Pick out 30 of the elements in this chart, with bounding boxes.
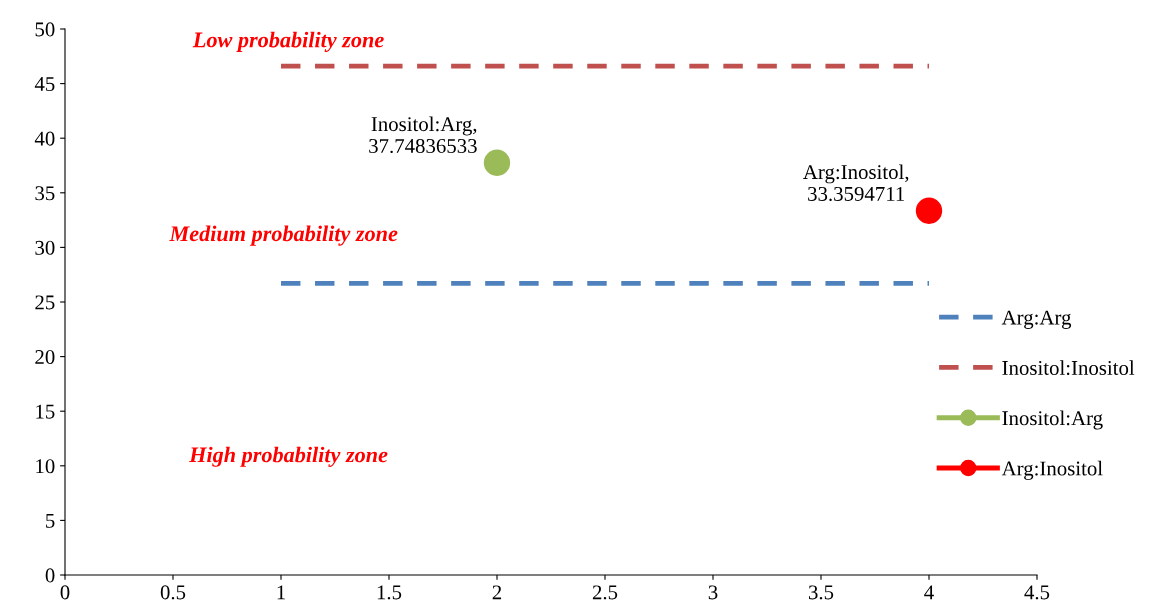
legend-label: Inositol:Inositol bbox=[1002, 360, 1135, 376]
annotation: Medium probability zone bbox=[169, 225, 398, 246]
x-tick-label: 4.5 bbox=[1024, 585, 1050, 600]
x-tick-label: 1.5 bbox=[377, 585, 402, 600]
legend-label: Arg:Inositol bbox=[1001, 460, 1103, 480]
y-tick-label: 10 bbox=[36, 459, 55, 474]
y-tick-label: 25 bbox=[35, 295, 55, 310]
annotation: Low probability zone bbox=[192, 31, 384, 52]
legend-label: Inositol:Arg bbox=[1002, 410, 1103, 430]
y-tick-label: 15 bbox=[36, 404, 55, 419]
y-tick-label: 45 bbox=[34, 77, 55, 92]
x-tick-label: 0 bbox=[60, 585, 70, 600]
x-tick-label: 0.5 bbox=[160, 585, 186, 600]
y-tick-label: 40 bbox=[34, 131, 55, 146]
x-tick-label: 4 bbox=[924, 585, 934, 600]
annotation: High probability zone bbox=[189, 446, 388, 467]
x-tick-label: 3.5 bbox=[808, 585, 834, 600]
legend-label: Arg:Arg bbox=[1001, 310, 1072, 329]
y-tick-label: 50 bbox=[35, 22, 55, 37]
y-tick-label: 5 bbox=[46, 513, 55, 528]
x-tick-label: 3 bbox=[708, 585, 718, 600]
data-label: Arg:Inositol, 33.3594711 bbox=[803, 164, 909, 202]
data-label: Inositol:Arg, 37.74836533 bbox=[369, 116, 477, 154]
x-tick-label: 1 bbox=[277, 585, 285, 600]
y-tick-label: 35 bbox=[35, 186, 55, 201]
y-tick-label: 20 bbox=[35, 349, 55, 365]
x-tick-label: 2.5 bbox=[592, 585, 618, 600]
y-tick-label: 0 bbox=[45, 568, 55, 583]
x-tick-label: 2 bbox=[492, 585, 502, 600]
y-tick-label: 30 bbox=[35, 240, 55, 255]
